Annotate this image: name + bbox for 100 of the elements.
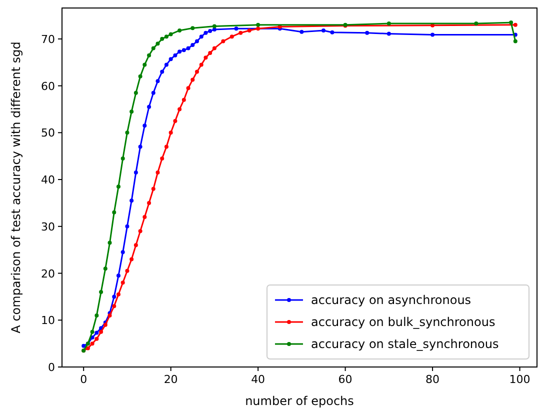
x-tick-label: 0 <box>80 373 88 386</box>
point <box>151 90 156 95</box>
y-tick-label: 60 <box>41 80 55 93</box>
point <box>178 107 182 112</box>
point <box>99 290 104 294</box>
point <box>182 48 186 52</box>
point <box>142 62 147 67</box>
point <box>116 184 120 189</box>
point <box>386 32 391 36</box>
point <box>120 156 125 160</box>
point <box>138 144 142 149</box>
point <box>230 34 234 39</box>
point <box>82 344 86 348</box>
point <box>234 26 238 31</box>
point <box>134 90 138 95</box>
point <box>130 110 134 114</box>
point <box>208 50 212 55</box>
point <box>330 30 334 34</box>
point <box>186 86 190 90</box>
point <box>112 304 116 308</box>
point <box>156 170 160 175</box>
point <box>186 46 190 50</box>
point <box>164 62 168 67</box>
point <box>120 250 125 254</box>
point <box>168 130 173 135</box>
point <box>199 62 204 67</box>
point <box>386 21 391 26</box>
point <box>86 346 90 350</box>
point <box>156 42 160 46</box>
point <box>103 266 108 271</box>
point <box>147 53 152 58</box>
point <box>190 26 195 30</box>
point <box>130 198 134 203</box>
point <box>212 24 216 28</box>
point <box>94 330 99 335</box>
point <box>190 78 195 82</box>
point <box>430 32 435 37</box>
point <box>116 274 120 278</box>
point <box>160 70 164 74</box>
point <box>134 170 138 175</box>
legend-label: accuracy on asynchronous <box>311 293 472 307</box>
point <box>178 50 182 54</box>
point <box>160 156 164 160</box>
point <box>199 34 204 39</box>
point <box>108 240 112 245</box>
x-axis-title: number of epochs <box>245 394 354 408</box>
x-tick-label: 60 <box>338 373 352 386</box>
point <box>90 342 94 346</box>
y-tick-label: 40 <box>41 174 55 187</box>
point <box>142 215 147 220</box>
point <box>173 118 178 123</box>
point <box>190 43 195 48</box>
point <box>138 229 142 234</box>
point <box>90 330 94 334</box>
y-axis-title: A comparison of test accuracy with different sgd <box>9 42 23 334</box>
point <box>99 326 104 330</box>
point <box>160 36 164 41</box>
point <box>125 130 130 135</box>
point <box>151 186 156 191</box>
point <box>164 34 168 39</box>
point <box>130 257 134 262</box>
point <box>513 39 518 44</box>
point <box>168 57 173 62</box>
point <box>103 322 108 327</box>
y-tick-label: 0 <box>48 361 55 374</box>
point <box>238 30 243 35</box>
x-tick-label: 100 <box>509 373 530 386</box>
legend-label: accuracy on stale_synchronous <box>311 337 499 351</box>
point <box>142 124 147 128</box>
point <box>134 243 138 248</box>
point <box>168 32 173 36</box>
point <box>116 292 120 296</box>
point <box>125 268 130 273</box>
x-tick-label: 80 <box>426 373 440 386</box>
point <box>112 294 116 299</box>
point <box>212 28 216 32</box>
point <box>178 28 182 32</box>
point <box>173 53 178 58</box>
point <box>256 22 260 27</box>
point <box>147 104 152 109</box>
point <box>99 330 104 334</box>
y-tick-label: 30 <box>41 220 55 234</box>
point <box>208 28 212 33</box>
point <box>321 28 326 32</box>
point <box>256 26 260 31</box>
point <box>195 70 199 74</box>
point <box>182 98 186 102</box>
y-tick-label: 50 <box>41 126 55 140</box>
point <box>300 30 304 34</box>
point <box>120 280 125 285</box>
y-tick-label: 20 <box>41 267 55 280</box>
point <box>94 336 99 341</box>
x-tick-label: 40 <box>251 373 266 386</box>
point <box>204 56 208 60</box>
point <box>151 46 156 50</box>
point <box>221 39 226 44</box>
x-tick-label: 20 <box>164 373 178 386</box>
point <box>513 22 518 27</box>
point <box>125 224 130 228</box>
y-tick-label: 70 <box>41 32 55 46</box>
